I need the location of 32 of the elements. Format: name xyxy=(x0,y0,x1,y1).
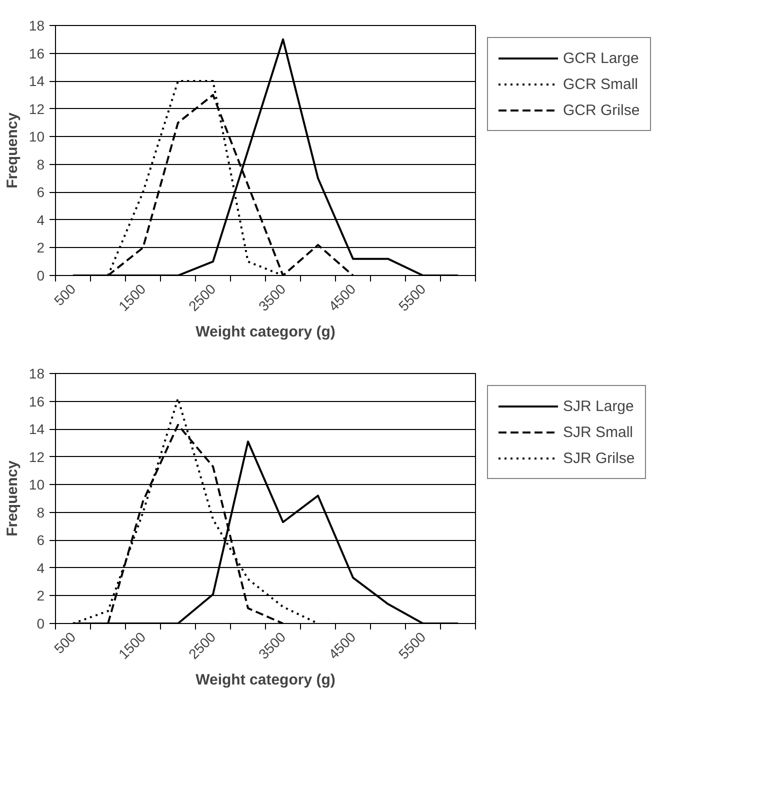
legend-label: GCR Large xyxy=(563,50,639,66)
y-tick-label: 2 xyxy=(36,240,45,256)
y-tick-label: 10 xyxy=(28,476,45,493)
legend-label: SJR Large xyxy=(563,398,634,414)
x-axis-title: Weight category (g) xyxy=(196,672,336,689)
x-axis-title: Weight category (g) xyxy=(196,324,336,341)
y-tick-label: 6 xyxy=(36,532,45,548)
y-tick-label: 12 xyxy=(28,448,45,465)
y-tick-label: 12 xyxy=(28,100,45,117)
y-tick-label: 16 xyxy=(28,45,45,62)
y-tick-label: 6 xyxy=(36,184,45,200)
y-tick-label: 18 xyxy=(28,366,45,382)
legend-label: GCR Small xyxy=(563,76,638,92)
y-tick-label: 8 xyxy=(36,156,45,172)
y-tick-label: 0 xyxy=(36,268,45,284)
y-tick-label: 14 xyxy=(28,421,45,438)
y-axis-title: Frequency xyxy=(4,460,21,536)
y-tick-label: 4 xyxy=(36,212,45,228)
x-tick-label: 500 xyxy=(50,628,79,657)
y-tick-label: 10 xyxy=(28,128,45,145)
y-tick-label: 2 xyxy=(36,588,45,604)
x-tick-label: 500 xyxy=(50,280,79,309)
legend-label: SJR Grilse xyxy=(563,450,635,466)
y-axis-title: Frequency xyxy=(4,112,21,188)
y-tick-label: 18 xyxy=(28,18,45,34)
y-tick-label: 4 xyxy=(36,560,45,576)
legend-label: SJR Small xyxy=(563,424,634,440)
y-tick-label: 8 xyxy=(36,504,45,520)
y-tick-label: 0 xyxy=(36,616,45,632)
y-tick-label: 16 xyxy=(28,393,45,410)
legend-label: GCR Grilse xyxy=(563,102,640,118)
y-tick-label: 14 xyxy=(28,73,45,90)
